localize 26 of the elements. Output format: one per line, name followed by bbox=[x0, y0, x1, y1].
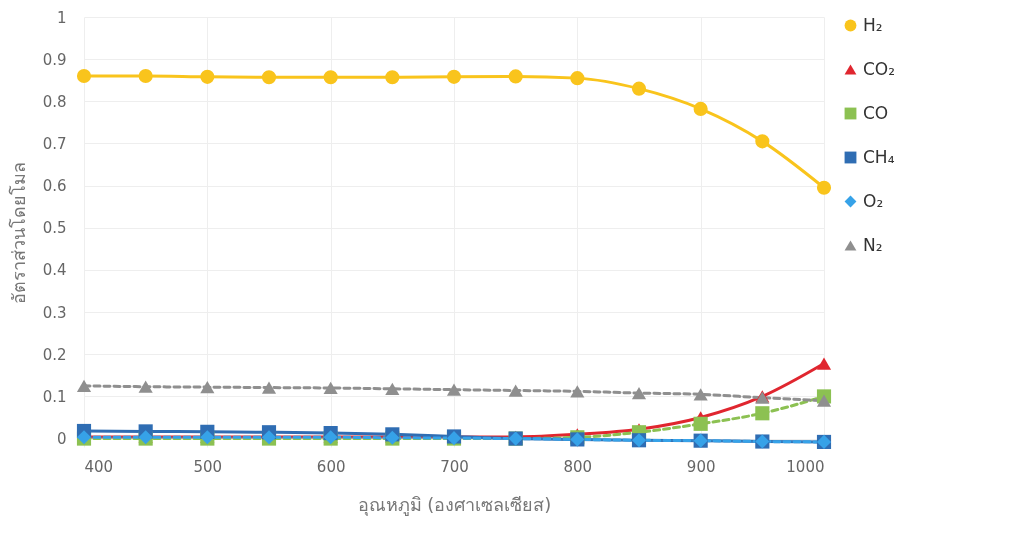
legend-label: O₂ bbox=[863, 190, 884, 211]
x-tick-label: 700 bbox=[440, 457, 469, 476]
x-tick-label: 400 bbox=[84, 457, 114, 476]
y-tick-label: 0.6 bbox=[42, 177, 67, 196]
y-tick-label: 0.8 bbox=[42, 92, 67, 111]
y-tick-label: 0 bbox=[56, 430, 67, 449]
y-tick-label: 0.4 bbox=[42, 261, 67, 280]
y-axis-title: อัตราส่วนโดยโมล bbox=[7, 161, 29, 304]
legend-label: N₂ bbox=[863, 234, 883, 255]
x-tick-label: 900 bbox=[686, 457, 716, 476]
legend-label: H₂ bbox=[863, 14, 883, 35]
x-tick-label: 1000 bbox=[786, 457, 825, 476]
y-tick-label: 0.2 bbox=[42, 345, 67, 364]
y-tick-label: 0.9 bbox=[42, 50, 67, 69]
x-tick-label: 500 bbox=[193, 457, 223, 476]
x-tick-label: 800 bbox=[563, 457, 593, 476]
x-axis-title: อุณหภูมิ (องศาเซลเซียส) bbox=[357, 493, 552, 516]
y-tick-label: 0.3 bbox=[42, 303, 67, 322]
y-tick-label: 1 bbox=[56, 8, 67, 27]
y-tick-label: 0.5 bbox=[42, 219, 67, 238]
y-tick-label: 0.1 bbox=[42, 387, 67, 406]
legend-label: CO₂ bbox=[863, 58, 896, 79]
legend-label: CO bbox=[863, 102, 889, 123]
x-tick-label: 600 bbox=[316, 457, 346, 476]
legend-label: CH₄ bbox=[863, 146, 895, 167]
y-tick-label: 0.7 bbox=[42, 134, 67, 153]
